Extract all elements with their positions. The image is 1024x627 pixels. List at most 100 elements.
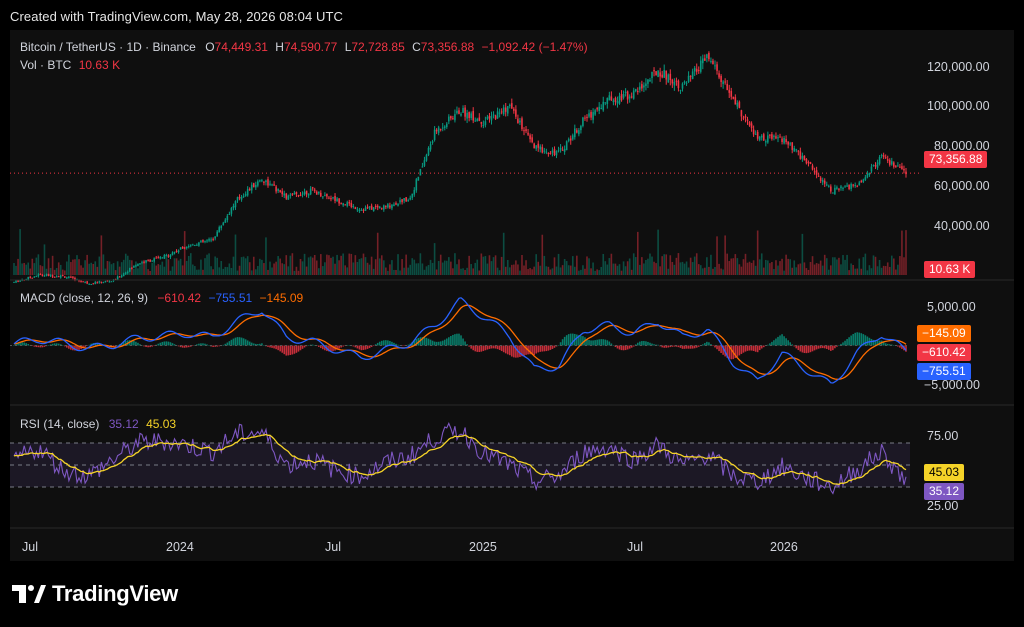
candle-body [543,150,546,152]
candle-body [183,247,186,249]
macd-histogram-bar [291,345,294,355]
candle-body [901,166,903,170]
volume-bar [415,263,418,275]
macd-histogram-bar [332,345,334,352]
candle-body [586,116,588,119]
rsi-legend: RSI (14, close) 35.12 45.03 [20,417,176,431]
volume-bar [687,267,690,275]
candle-body [527,132,529,135]
volume-bar [200,259,202,275]
candle-body [866,173,869,178]
macd-histogram-bar [458,333,460,346]
volume-bar [708,266,710,275]
macd-histogram-bar [529,345,531,355]
candle-body [809,162,812,164]
volume-bar [287,266,290,275]
candle-body [864,177,867,180]
volume-bar [636,231,639,275]
volume-bar [295,266,298,275]
volume-bar [693,256,696,275]
volume-bar [667,268,670,275]
candle-body [344,204,346,206]
volume-bar [283,264,286,275]
candle-body [299,194,302,197]
rsi-label: RSI (14, close) [20,417,100,431]
candle-body [598,106,600,111]
volume-bar [129,259,131,275]
macd-histogram-bar [200,343,202,346]
candle-body [399,200,401,203]
volume-bar [19,229,21,275]
macd-histogram-bar [580,335,582,346]
candle-body [777,137,779,139]
candle-body [882,155,885,157]
candle-body [480,122,483,124]
candle-body [33,276,36,278]
volume-bar [706,257,708,275]
macd-histogram-bar [267,345,269,347]
macd-histogram-bar [809,345,812,353]
candle-body [439,129,442,131]
candle-body [179,247,182,250]
macd-histogram-bar [269,345,271,348]
macd-histogram-bar [181,345,184,348]
volume-bar [151,263,153,275]
candle-body [903,168,905,171]
candle-body [712,60,714,65]
macd-histogram-bar [283,345,286,355]
macd-histogram-bar [163,341,166,346]
macd-histogram-bar [303,345,306,348]
macd-histogram-bar [549,345,552,350]
macd-histogram-bar [133,340,135,346]
rsi-ma-value: 45.03 [146,417,177,431]
macd-histogram-bar [567,334,570,346]
volume-bar [490,261,493,275]
volume-bar [86,254,88,275]
macd-histogram-bar [653,344,655,346]
volume-bar [431,262,434,275]
volume-bar [326,254,328,275]
volume-bar [224,266,227,275]
open-label: O [205,40,215,54]
volume-bar [196,269,198,275]
volume-bar [484,256,487,275]
volume-bar [500,256,503,275]
candle-body [592,112,594,120]
candle-body [196,244,198,246]
candle-body [860,180,863,183]
candle-body [679,89,682,91]
volume-bar [535,254,537,275]
candle-body [380,207,383,209]
volume-bar [315,260,318,275]
macd-histogram-bar [827,345,830,350]
candle-body [169,254,172,258]
volume-bar [338,260,340,275]
macd-histogram-bar [671,345,674,347]
candle-body [462,107,464,113]
candle-body [265,180,267,183]
candle-body [854,185,857,187]
pane-dividers [10,279,1014,529]
macd-histogram-bar [537,345,540,353]
candle-body [789,143,791,145]
tradingview-logo[interactable]: TradingView [12,581,178,607]
candle-body [836,187,838,189]
volume-bar [578,270,580,275]
candle-body [315,191,318,195]
macd-histogram-bar [626,345,629,350]
volume-bar [244,258,247,275]
macd-histogram-bar [683,345,686,349]
candle-body [356,209,359,211]
chart-area[interactable] [10,30,1014,561]
rsi-series [10,422,910,495]
price-axis-tick: 80,000.00 [934,139,990,153]
macd-histogram-bar [452,334,454,346]
candle-body [665,70,668,80]
volume-bar [750,262,753,275]
candle-body [248,188,251,191]
chart-canvas[interactable] [10,30,1014,561]
volume-bar [884,266,887,275]
macd-histogram-bar [35,345,38,348]
macd-histogram-bar [15,344,17,346]
macd-histogram-bar [33,345,36,347]
